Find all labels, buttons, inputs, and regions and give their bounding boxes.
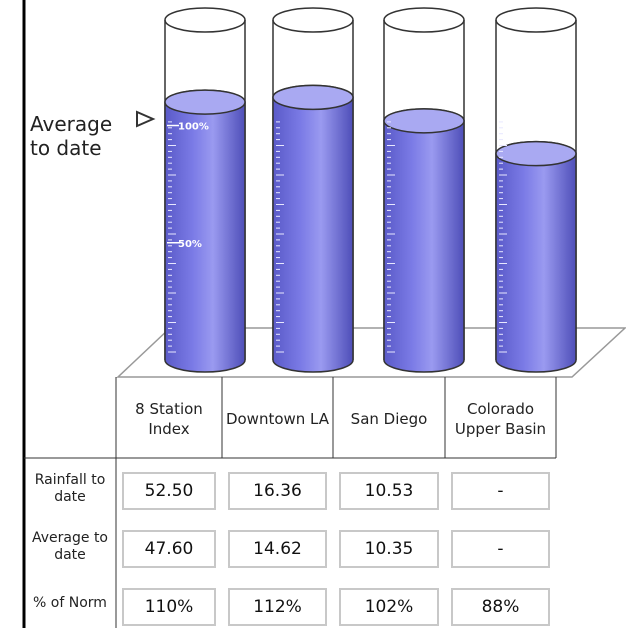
y-tick-label: 50% [178, 239, 202, 250]
cylinder-rim [272, 7, 354, 33]
annotation: Average to date [30, 112, 113, 160]
category-label: 8 Station Index [135, 400, 203, 438]
table-cell: 52.50 [122, 472, 216, 510]
fill-surface [383, 108, 465, 134]
fill-surface [164, 89, 246, 115]
table-cell: 47.60 [122, 530, 216, 568]
table-cell: - [451, 472, 550, 510]
cylinder-fill [272, 84, 354, 373]
table-cell: 14.62 [228, 530, 327, 568]
platform [116, 327, 626, 378]
average-marker [136, 110, 156, 128]
row-label: Average to date [32, 530, 108, 563]
category-label: San Diego [350, 410, 428, 428]
table-cell: 88% [451, 588, 550, 626]
table-cell: 110% [122, 588, 216, 626]
table-cell: 102% [339, 588, 439, 626]
cylinder-rim [383, 7, 465, 33]
table-cell: - [451, 530, 550, 568]
table-cell: 10.35 [339, 530, 439, 568]
table-cell: 16.36 [228, 472, 327, 510]
y-tick-label: 100% [178, 122, 209, 133]
cylinder-fill [495, 140, 577, 373]
cylinder-fill [383, 108, 465, 373]
fill-surface [272, 84, 354, 111]
table-cell: 10.53 [339, 472, 439, 510]
cylinder-rim [164, 7, 246, 33]
table-cell: 112% [228, 588, 327, 626]
fill-surface [495, 140, 577, 167]
row-label: % of Norm [33, 594, 107, 611]
row-label: Rainfall to date [34, 472, 106, 505]
cylinder-rim [495, 7, 577, 33]
category-label: Colorado Upper Basin [454, 400, 547, 438]
category-label: Downtown LA [225, 410, 330, 428]
